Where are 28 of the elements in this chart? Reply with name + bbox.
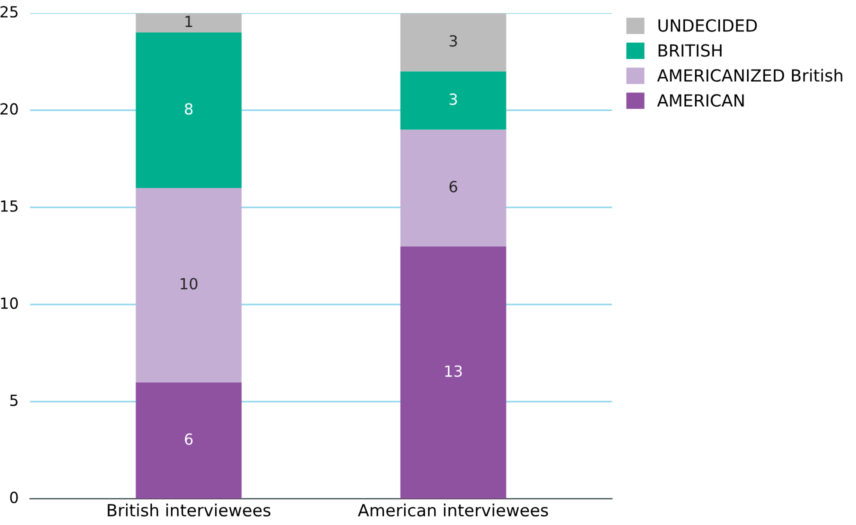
data-label: 1 [186,16,192,28]
x-tick-label: British interviewees [108,504,270,517]
legend-label: AMERICAN [657,94,744,107]
data-label: 10 [180,278,198,290]
bar [136,32,242,188]
y-tick-label: 20 [0,103,18,115]
bar [400,71,506,130]
bar [400,13,506,72]
legend-label: BRITISH [658,44,722,57]
bar [136,188,242,382]
legend-label: UNDECIDED [658,19,757,32]
y-tick-label: 25 [0,6,18,18]
y-tick-label: 10 [1,297,18,309]
bar [136,13,242,33]
data-label: 8 [184,103,193,115]
bar [400,130,506,246]
bar [400,246,506,499]
bar [136,382,242,499]
data-label: 13 [445,365,462,377]
y-tick-label: 0 [10,492,18,504]
y-tick-label: 5 [10,394,18,406]
y-tick-label: 15 [1,200,18,212]
data-label: 3 [450,35,457,47]
legend-label: AMERICANIZED British [657,68,842,82]
x-tick-label: American interviewees [358,504,548,517]
data-label: 6 [450,180,458,192]
data-label: 6 [184,433,193,445]
data-label: 3 [450,93,457,105]
